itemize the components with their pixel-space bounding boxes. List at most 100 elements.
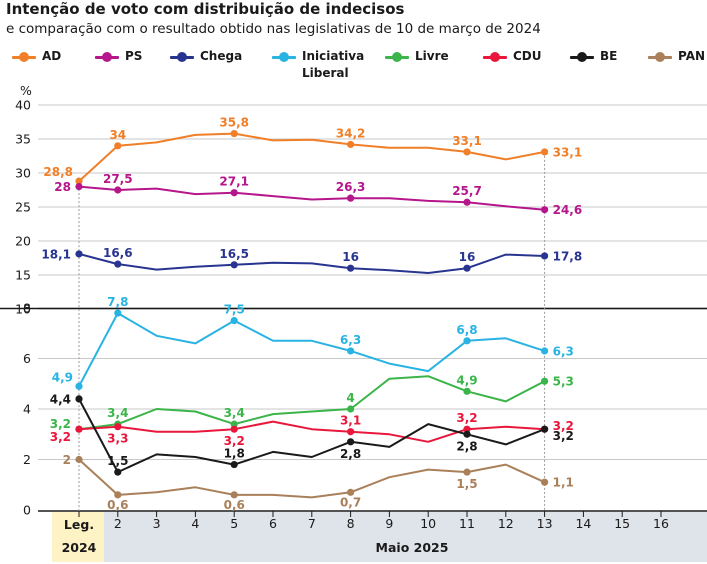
data-label: 1,8 xyxy=(224,447,245,461)
data-point xyxy=(347,140,355,149)
data-point xyxy=(541,252,549,260)
data-point xyxy=(114,142,122,150)
data-point xyxy=(347,438,355,446)
y-tick-label: 40 xyxy=(15,98,31,113)
legend-dot xyxy=(392,52,402,62)
data-point xyxy=(463,387,471,395)
legend-label: AD xyxy=(42,49,62,63)
y-tick-label: 0 xyxy=(23,503,31,518)
data-label: 0,6 xyxy=(224,498,245,512)
x-tick-label: 14 xyxy=(575,516,591,531)
data-label: 3,4 xyxy=(224,406,245,420)
data-label: 3,3 xyxy=(107,432,128,446)
x-tick-label: 7 xyxy=(308,516,316,531)
y-tick-label: 35 xyxy=(15,132,31,147)
x-tick-label: 3 xyxy=(153,516,161,531)
data-label: 6,3 xyxy=(340,333,361,347)
x-tick-label: 12 xyxy=(498,516,514,531)
data-point xyxy=(347,405,355,413)
y-tick-label: 2 xyxy=(23,452,31,467)
data-label: 16,6 xyxy=(103,246,133,260)
data-label: 1,5 xyxy=(456,477,477,491)
data-point xyxy=(463,430,471,438)
data-point xyxy=(541,148,549,156)
data-point xyxy=(230,460,238,469)
series-pan: 2 0,6 0,6 0,7 1,5 1,1 xyxy=(63,453,574,512)
x-tick-label: 13 xyxy=(537,516,553,531)
data-label: 1,5 xyxy=(107,454,128,468)
data-point xyxy=(347,264,355,272)
legend-dot xyxy=(19,52,29,62)
series-chega: 18,1 16,6 16,5 16 16 17,8 xyxy=(41,246,583,274)
legend-dot xyxy=(490,52,500,62)
legend-label: CDU xyxy=(513,49,542,63)
data-label: 3,1 xyxy=(340,414,361,428)
data-label: 3,2 xyxy=(50,430,71,444)
x-tick-label: 15 xyxy=(614,516,630,531)
data-label: 3,2 xyxy=(224,434,245,448)
legend-dot xyxy=(177,52,187,62)
x-tick-label: 10 xyxy=(420,516,436,531)
data-label: 4,9 xyxy=(456,373,477,387)
data-label: 5,3 xyxy=(553,375,574,389)
data-point xyxy=(230,317,238,325)
data-label: 27,5 xyxy=(103,172,133,186)
data-point xyxy=(75,183,83,191)
data-label: 28,8 xyxy=(43,165,73,179)
legend-dot xyxy=(577,52,587,62)
data-point xyxy=(541,478,549,486)
chart-title: Intenção de voto com distribuição de ind… xyxy=(6,0,405,18)
data-label: 33,1 xyxy=(452,134,482,148)
data-label: 7,5 xyxy=(224,303,245,317)
legend-label: PS xyxy=(125,49,143,63)
data-label: 16 xyxy=(342,250,359,264)
data-label: 17,8 xyxy=(553,249,583,263)
data-point xyxy=(230,491,238,499)
data-point xyxy=(347,347,355,355)
series-cdu: 3,2 3,3 3,23,1 3,23,2 xyxy=(50,411,574,448)
legend-dot xyxy=(102,52,112,62)
data-label: 6,8 xyxy=(456,323,477,337)
data-point xyxy=(463,468,471,476)
data-label: 0,7 xyxy=(340,495,361,509)
data-label: 3,2 xyxy=(456,411,477,425)
data-point xyxy=(463,198,471,206)
legend-label: BE xyxy=(600,49,618,63)
data-label: 4,9 xyxy=(52,370,73,384)
data-point xyxy=(114,491,122,499)
data-point xyxy=(114,468,122,476)
data-label: 33,1 xyxy=(553,145,583,159)
x-axis-leg-band xyxy=(52,512,104,562)
data-point xyxy=(230,425,238,433)
data-point xyxy=(541,347,549,355)
data-label: 6,3 xyxy=(553,344,574,358)
data-label: 2 xyxy=(63,453,71,467)
data-point xyxy=(347,488,355,496)
data-label: 3,2 xyxy=(553,419,574,433)
data-label: 16 xyxy=(459,250,476,264)
series-be: 4,4 1,5 1,8 2,8 2,8 3,2 xyxy=(50,392,574,476)
legend-label: Iniciativa Liberal xyxy=(302,49,365,80)
data-label: 24,6 xyxy=(553,203,583,217)
data-point xyxy=(463,264,471,272)
data-label: 3,2 xyxy=(553,429,574,443)
data-point xyxy=(75,455,83,464)
data-label: 28 xyxy=(54,180,71,194)
x-axis-may-band xyxy=(104,512,707,562)
x-tick-label: 2 xyxy=(114,516,122,531)
data-point xyxy=(114,260,122,268)
y-tick-label: 6 xyxy=(23,351,31,366)
data-label: 25,7 xyxy=(452,184,482,198)
data-point xyxy=(347,194,355,202)
data-label: 2,8 xyxy=(340,447,361,461)
data-label: 18,1 xyxy=(41,247,71,261)
data-point xyxy=(541,206,549,214)
series-iniciativa-liberal: 4,9 7,8 7,5 6,3 6,8 6,3 xyxy=(52,295,574,390)
data-point xyxy=(463,337,471,345)
x-tick-label: 16 xyxy=(653,516,669,531)
data-label: 4,4 xyxy=(50,392,71,406)
data-label: 26,3 xyxy=(336,180,366,194)
data-label: 27,1 xyxy=(219,175,249,189)
y-axis-unit: % xyxy=(20,83,32,98)
